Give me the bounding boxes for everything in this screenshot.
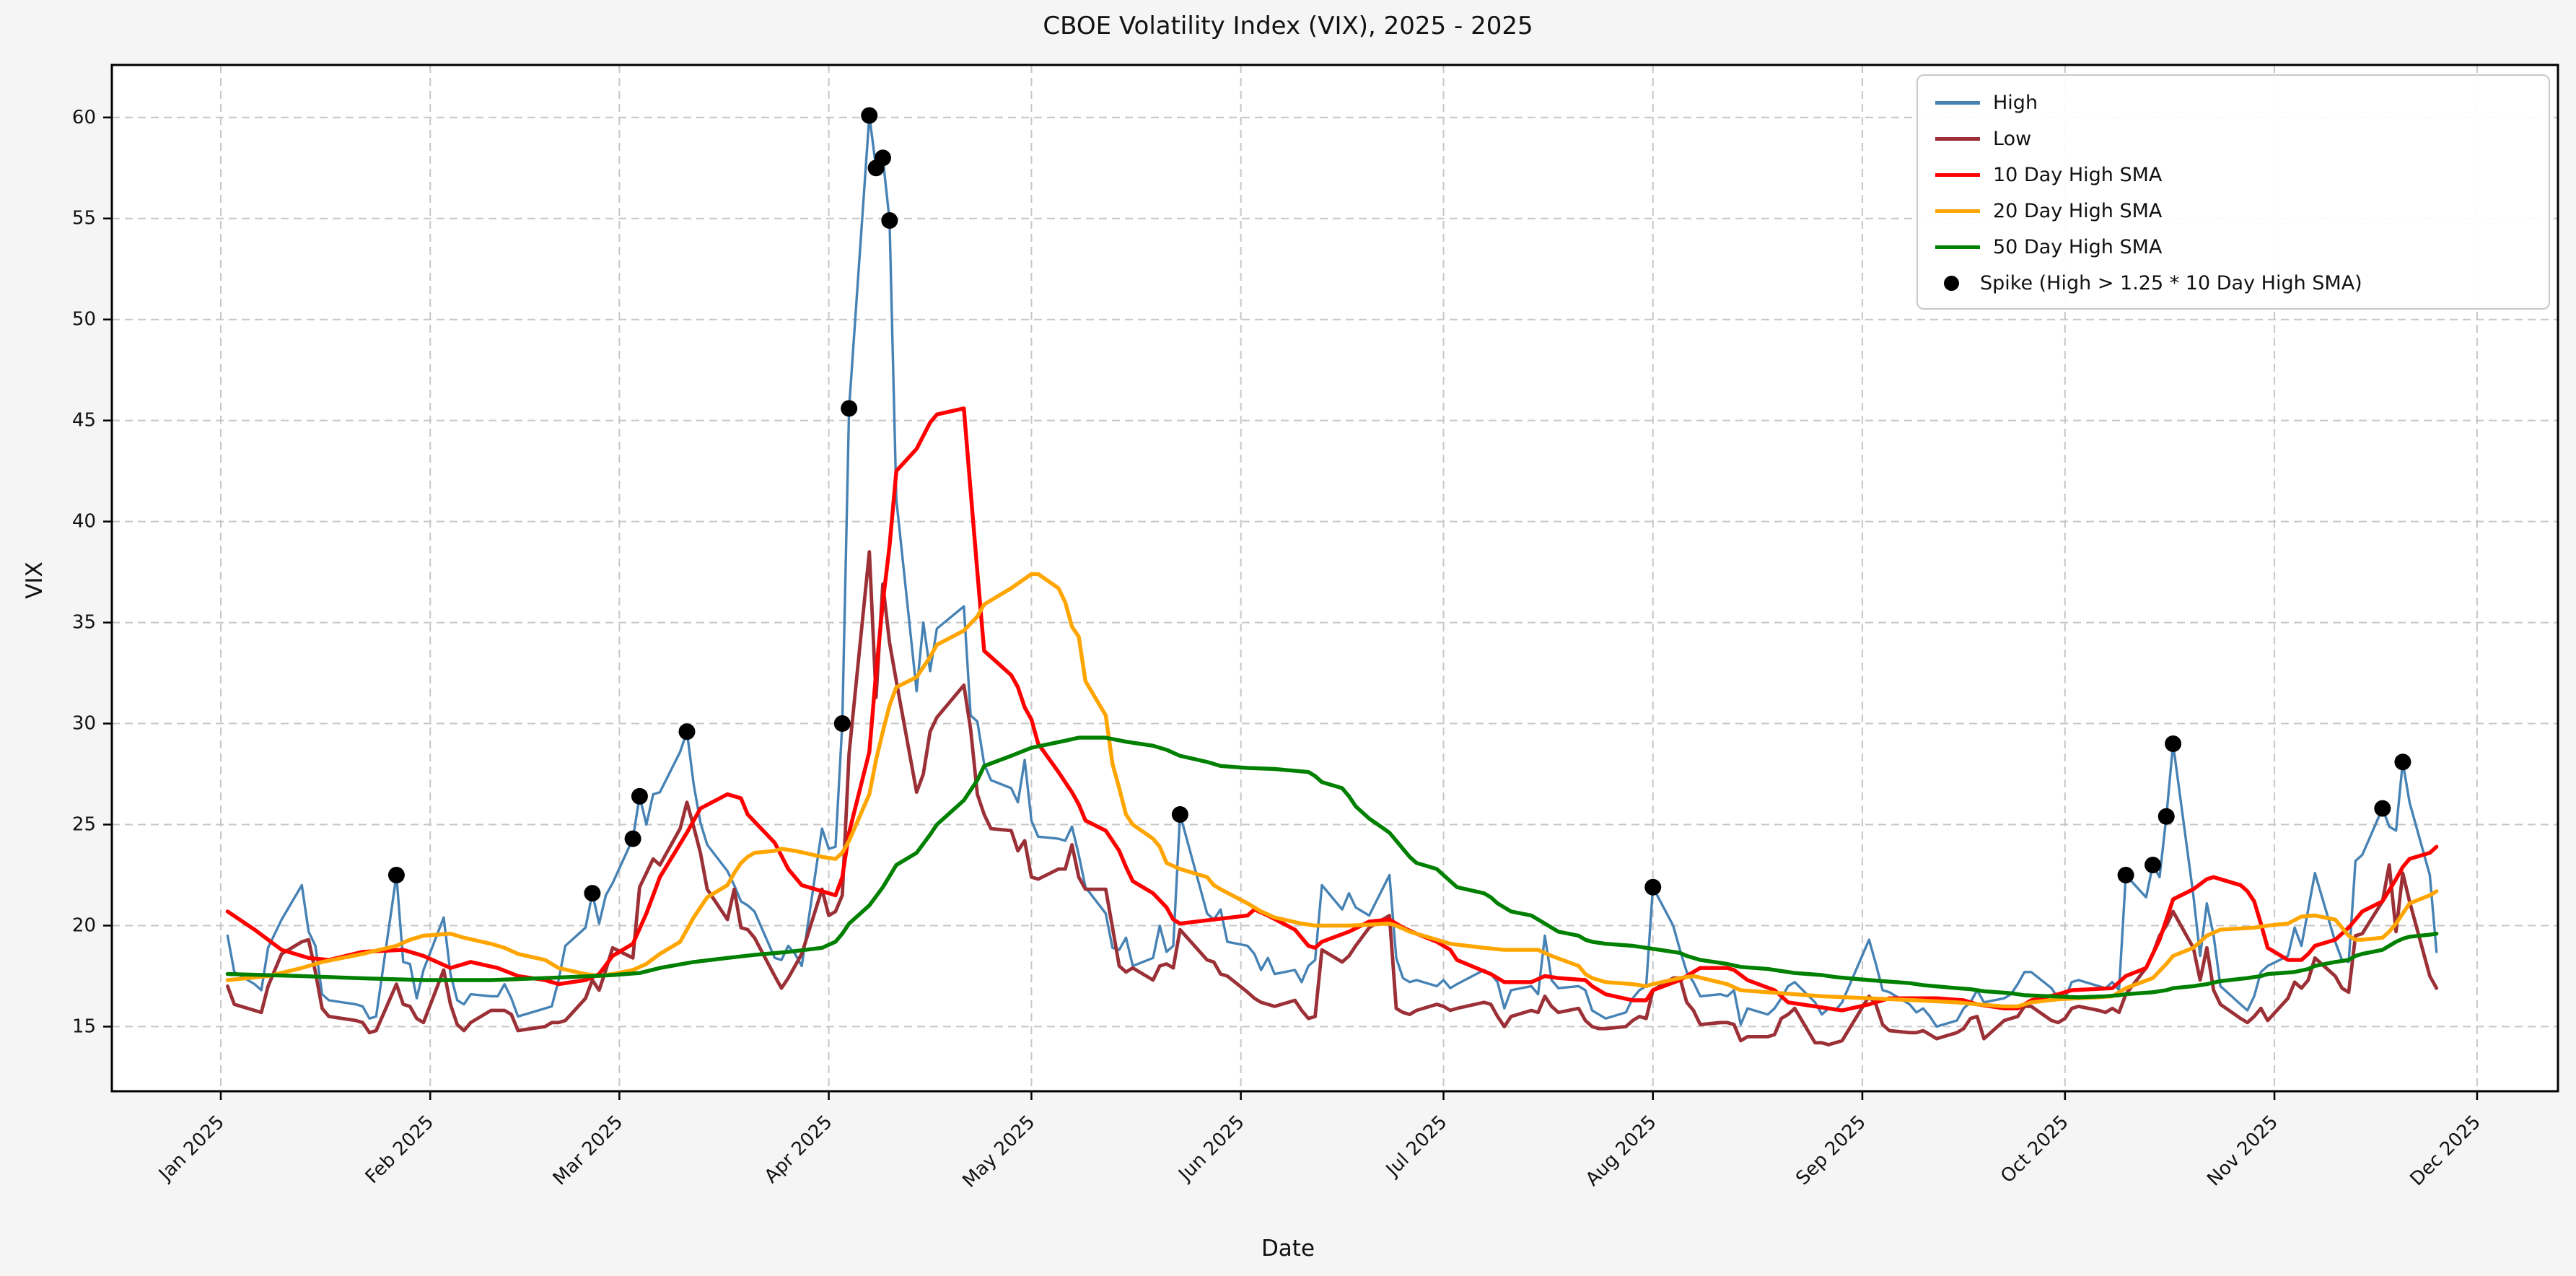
y-axis-ticks: 15 20 25 30 35 40 45 50 55 60 bbox=[72, 107, 112, 1037]
series-line-20-day-high-sma bbox=[225, 572, 2439, 1009]
legend-line-swatch-sma50 bbox=[1935, 245, 1980, 249]
x-axis-label: Date bbox=[1261, 1236, 1315, 1262]
legend-label-sma50: 50 Day High SMA bbox=[1993, 235, 2163, 258]
legend-label-sma20: 20 Day High SMA bbox=[1993, 199, 2163, 222]
x-tick-label: Aug 2025 bbox=[1582, 1111, 1661, 1191]
spike-markers bbox=[387, 107, 2411, 902]
spike-marker bbox=[2165, 735, 2182, 753]
x-tick-label: Jul 2025 bbox=[1381, 1111, 1451, 1181]
spike-marker bbox=[624, 830, 641, 847]
chart-title: CBOE Volatility Index (VIX), 2025 - 2025 bbox=[1043, 12, 1533, 40]
y-tick-label: 35 bbox=[72, 612, 96, 634]
spike-marker bbox=[2145, 856, 2162, 873]
spike-marker bbox=[631, 787, 648, 805]
legend-line-swatch-sma20 bbox=[1935, 209, 1980, 213]
spike-marker bbox=[861, 107, 878, 124]
legend-item-sma10: 10 Day High SMA bbox=[1935, 157, 2549, 193]
legend-label-spike: Spike (High > 1.25 * 10 Day High SMA) bbox=[1980, 271, 2362, 294]
x-tick-label: Mar 2025 bbox=[549, 1111, 628, 1190]
y-tick-label: 30 bbox=[72, 713, 96, 735]
legend-dot-swatch-spike bbox=[1944, 275, 1959, 291]
legend-label-sma10: 10 Day High SMA bbox=[1993, 163, 2163, 186]
spike-marker bbox=[2117, 866, 2134, 883]
spike-marker bbox=[2157, 808, 2175, 825]
legend-item-sma20: 20 Day High SMA bbox=[1935, 193, 2549, 229]
series-line-high bbox=[226, 114, 2438, 1028]
legend-item-spike: Spike (High > 1.25 * 10 Day High SMA) bbox=[1935, 265, 2549, 301]
spike-marker bbox=[874, 149, 891, 167]
spike-marker bbox=[841, 400, 858, 417]
legend-item-high: High bbox=[1935, 84, 2549, 121]
x-tick-label: May 2025 bbox=[959, 1111, 1040, 1192]
x-axis-ticks: Jan 2025 Feb 2025 Mar 2025 Apr 2025 May 2025… bbox=[154, 1091, 2485, 1192]
y-tick-label: 50 bbox=[72, 309, 96, 331]
y-tick-label: 20 bbox=[72, 914, 96, 936]
spike-marker bbox=[1171, 806, 1188, 823]
legend-item-sma50: 50 Day High SMA bbox=[1935, 229, 2549, 265]
legend-line-swatch-sma10 bbox=[1935, 172, 1980, 177]
spike-marker bbox=[2374, 800, 2391, 817]
x-tick-label: Apr 2025 bbox=[761, 1111, 837, 1188]
spike-marker bbox=[833, 715, 851, 733]
spike-marker bbox=[584, 885, 601, 902]
x-tick-label: Nov 2025 bbox=[2203, 1111, 2282, 1191]
y-tick-label: 15 bbox=[72, 1015, 96, 1037]
y-axis-label: VIX bbox=[22, 561, 48, 599]
spike-marker bbox=[678, 723, 696, 740]
legend-line-swatch-low bbox=[1935, 136, 1980, 141]
legend-label-high: High bbox=[1993, 91, 2038, 114]
legend: High Low 10 Day High SMA 20 Day High SMA… bbox=[1916, 74, 2550, 310]
y-tick-label: 60 bbox=[72, 107, 96, 128]
x-tick-label: Jan 2025 bbox=[154, 1111, 229, 1187]
series-line-50-day-high-sma bbox=[225, 735, 2439, 1000]
y-tick-label: 45 bbox=[72, 410, 96, 432]
y-tick-label: 40 bbox=[72, 511, 96, 533]
legend-line-swatch-high bbox=[1935, 100, 1980, 105]
x-tick-label: Feb 2025 bbox=[362, 1111, 438, 1188]
x-tick-label: Sep 2025 bbox=[1792, 1111, 1870, 1189]
x-tick-label: Jun 2025 bbox=[1174, 1111, 1249, 1187]
legend-item-low: Low bbox=[1935, 121, 2549, 157]
spike-marker bbox=[1644, 878, 1662, 896]
legend-label-low: Low bbox=[1993, 127, 2032, 150]
spike-marker bbox=[881, 212, 898, 230]
y-tick-label: 25 bbox=[72, 814, 96, 836]
series-line-10-day-high-sma bbox=[225, 406, 2439, 1013]
x-tick-label: Oct 2025 bbox=[1997, 1111, 2073, 1188]
spike-marker bbox=[2394, 753, 2411, 771]
gridlines bbox=[112, 65, 2558, 1091]
spike-marker bbox=[387, 866, 405, 883]
y-tick-label: 55 bbox=[72, 208, 96, 230]
axes-frame bbox=[110, 64, 2559, 1093]
x-tick-label: Dec 2025 bbox=[2406, 1111, 2484, 1190]
